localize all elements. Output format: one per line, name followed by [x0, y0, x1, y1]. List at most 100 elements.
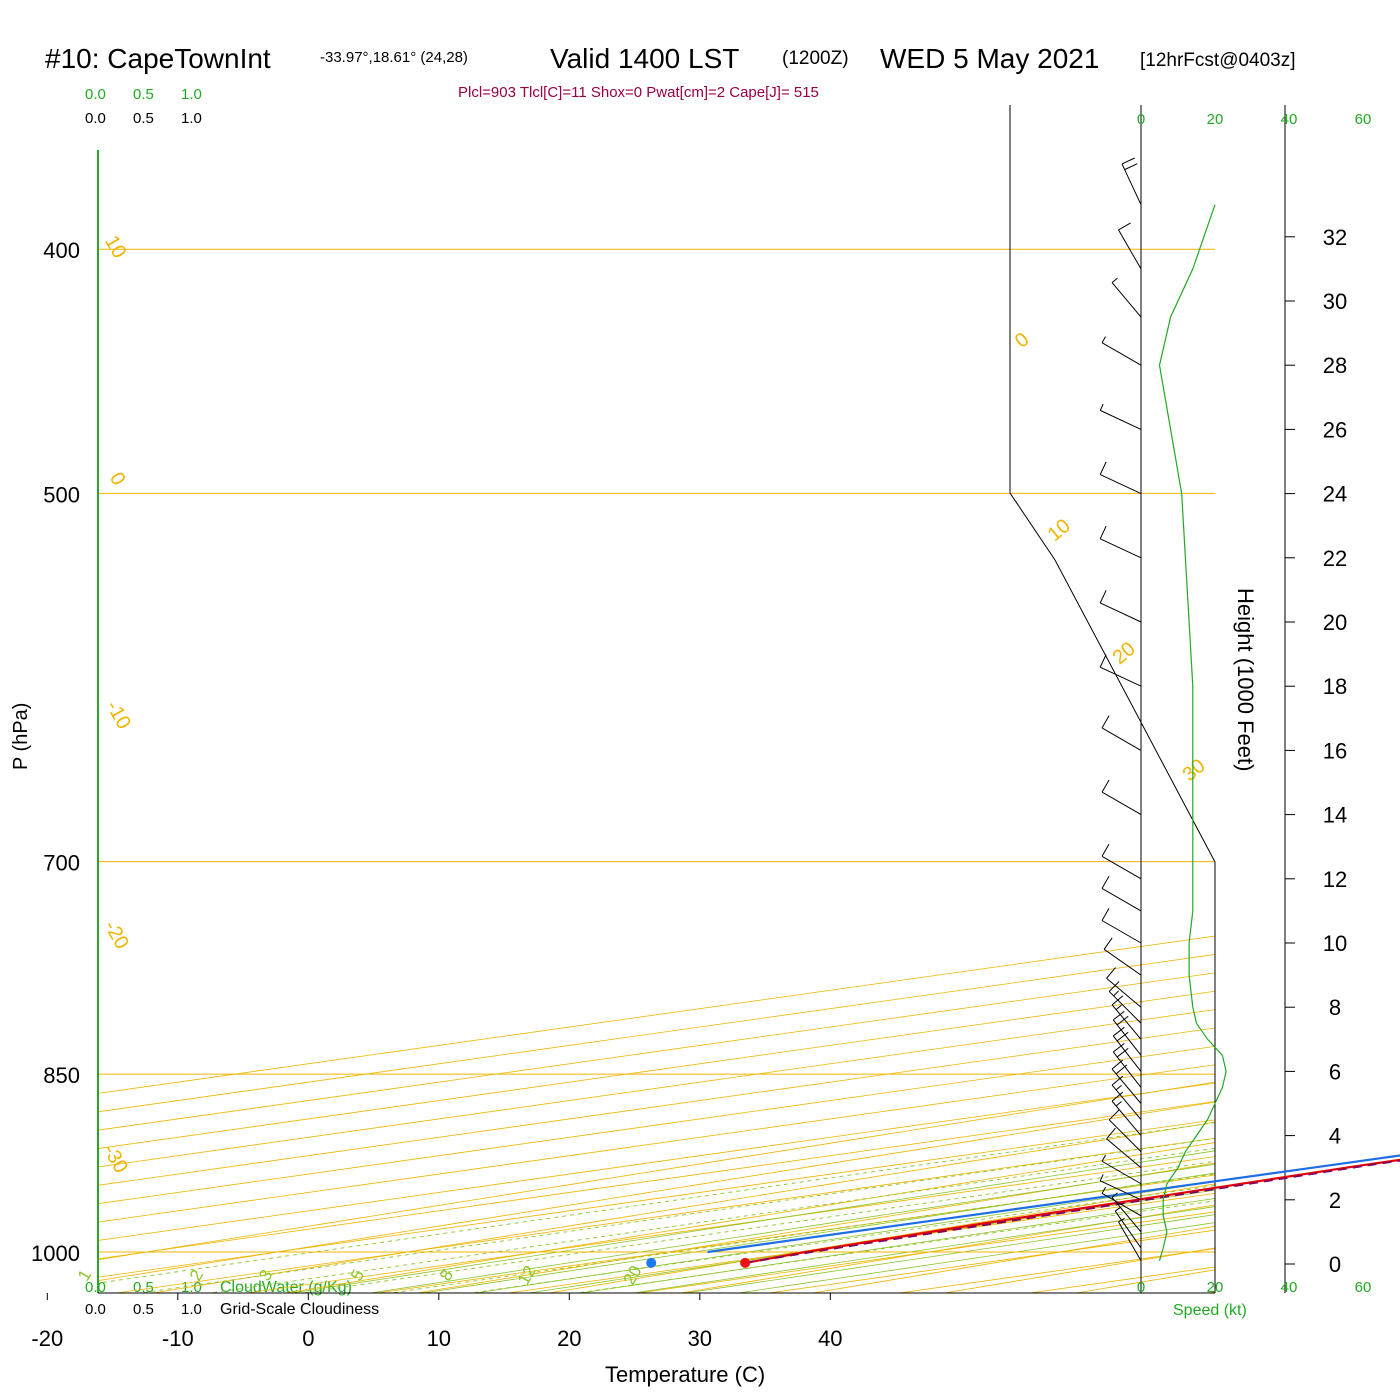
wind-panel	[1099, 157, 1227, 1262]
wind-barb-flag	[1112, 1042, 1125, 1053]
speed-axis-title: Speed (kt)	[1173, 1302, 1247, 1319]
wind-barb-staff	[1111, 1100, 1142, 1136]
wind-barb-flag	[1116, 1015, 1129, 1026]
isotherm	[98, 1064, 1215, 1223]
dry-adiabat	[678, 1204, 1215, 1293]
speed-tick-label: 60	[1355, 1279, 1372, 1296]
isotherm	[98, 990, 1215, 1149]
forecast-info: [12hrFcst@0403z]	[1140, 50, 1296, 71]
dry-adiabat	[150, 1121, 1215, 1293]
y-tick-label: 850	[43, 1063, 80, 1088]
height-tick-label: 16	[1323, 738, 1347, 763]
temperature-surface-dot	[740, 1257, 751, 1268]
isotherm	[98, 1009, 1215, 1168]
dry-adiabat	[1339, 0, 1400, 1316]
wind-barb	[1101, 715, 1142, 751]
wind-barb-flag	[1111, 1091, 1124, 1102]
wind-barb-flag	[1118, 222, 1131, 231]
x-tick-label: 40	[818, 1326, 842, 1351]
wind-barb-flag	[1108, 1109, 1120, 1121]
mixing-ratio-line	[468, 1185, 1215, 1293]
speed-tick-label: 40	[1281, 111, 1298, 128]
mixing-ratio-line	[98, 1122, 1215, 1284]
dry-adiabat-label: -30	[98, 1141, 132, 1177]
wind-barb-flag	[1103, 937, 1113, 950]
wind-barb-staff	[1103, 948, 1142, 976]
wind-barb-flag	[1113, 990, 1119, 997]
height-tick-label: 32	[1323, 225, 1347, 250]
wind-barb-staff	[1101, 855, 1142, 880]
isotherm	[113, 1137, 1215, 1293]
valid-time: Valid 1400 LST	[550, 43, 739, 74]
cloud-tick-label: 1.0	[181, 86, 202, 103]
wind-barb	[1111, 1075, 1142, 1120]
wind-barb-flag	[1116, 1031, 1129, 1042]
isotherm	[98, 935, 1215, 1094]
y-tick-label: 500	[43, 482, 80, 507]
wind-barb-flag	[1101, 336, 1106, 343]
wind-barb	[1099, 461, 1142, 495]
wind-barb-flag	[1101, 908, 1110, 921]
y-axis-title: P (hPa)	[10, 703, 32, 770]
wind-barb-flag	[1099, 654, 1107, 668]
cloud-tick-label: 0.0	[85, 86, 106, 103]
speed-tick-label: 60	[1355, 111, 1372, 128]
dry-adiabat-label: 0	[1011, 328, 1034, 352]
cloud-tick-label: 0.0	[85, 1279, 106, 1296]
wind-barb-flag	[1101, 843, 1110, 857]
wind-barb	[1101, 1187, 1142, 1217]
height-tick-label: 24	[1323, 482, 1347, 507]
station-title: #10: CapeTownInt	[45, 43, 271, 74]
dry-adiabat-label: 30	[1179, 755, 1210, 786]
chart-right-boundary	[1009, 105, 1216, 1293]
dry-adiabat-label: 10	[100, 232, 130, 262]
x-tick-label: 0	[302, 1326, 314, 1351]
x-tick-label: -10	[162, 1326, 194, 1351]
wind-barb-flag	[1101, 1187, 1106, 1194]
wind-barb	[1106, 1127, 1142, 1169]
isotherm	[374, 1174, 1215, 1293]
isotherm	[98, 954, 1215, 1113]
height-tick-label: 20	[1323, 610, 1347, 635]
y-tick-label: 400	[43, 238, 80, 263]
wind-barb-staff	[1101, 887, 1142, 912]
wind-barb-staff	[1101, 1192, 1142, 1217]
wind-barb-staff	[1111, 1004, 1142, 1040]
wind-barb-flag	[1106, 1127, 1116, 1140]
wind-barb-flag	[1115, 1064, 1128, 1075]
wind-barb-flag	[1099, 590, 1107, 604]
wind-barb-staff	[1112, 1035, 1142, 1072]
temperature-line	[745, 1158, 1400, 1264]
wind-barb	[1111, 1192, 1142, 1233]
parcel-line	[745, 1159, 1400, 1264]
speed-tick-label: 40	[1281, 1279, 1298, 1296]
x-tick-label: 30	[688, 1326, 712, 1351]
wind-barb-staff	[1118, 229, 1142, 270]
isotherm	[98, 972, 1215, 1131]
wind-barb-flag	[1106, 967, 1116, 979]
wind-barb-staff	[1101, 727, 1142, 751]
wind-barb-staff	[1106, 1138, 1142, 1169]
wind-barb-flag	[1115, 1101, 1122, 1107]
profile-lines	[646, 1154, 1400, 1268]
isotherm	[98, 1027, 1215, 1186]
cloud-tick-label: 0.0	[85, 1301, 106, 1318]
cloud-tick-label: 0.5	[133, 110, 154, 127]
dry-adiabat	[98, 1081, 1215, 1261]
isotherm	[896, 1248, 1215, 1293]
x-tick-label: 10	[427, 1326, 451, 1351]
dewpoint-line	[707, 1154, 1400, 1254]
dewpoint-surface-dot	[646, 1257, 657, 1268]
height-tick-label: 2	[1329, 1188, 1341, 1213]
wind-barb	[1099, 654, 1142, 687]
wind-barb-staff	[1100, 666, 1142, 687]
wind-barb-flag	[1099, 1174, 1104, 1181]
cloud-scale-top: 0.0 0.5 1.0 0.0 0.5 1.0	[85, 86, 202, 127]
height-tick-label: 12	[1323, 867, 1347, 892]
wind-barb-staff	[1100, 538, 1142, 559]
grid-cloudiness-label: Grid-Scale Cloudiness	[220, 1301, 379, 1318]
wind-barb	[1103, 937, 1142, 976]
parcel-parameters: Plcl=903 Tlcl[C]=11 Shox=0 Pwat[cm]=2 Ca…	[458, 84, 819, 101]
wind-barb-flag	[1111, 1075, 1124, 1086]
y-tick-label: 1000	[31, 1241, 80, 1266]
